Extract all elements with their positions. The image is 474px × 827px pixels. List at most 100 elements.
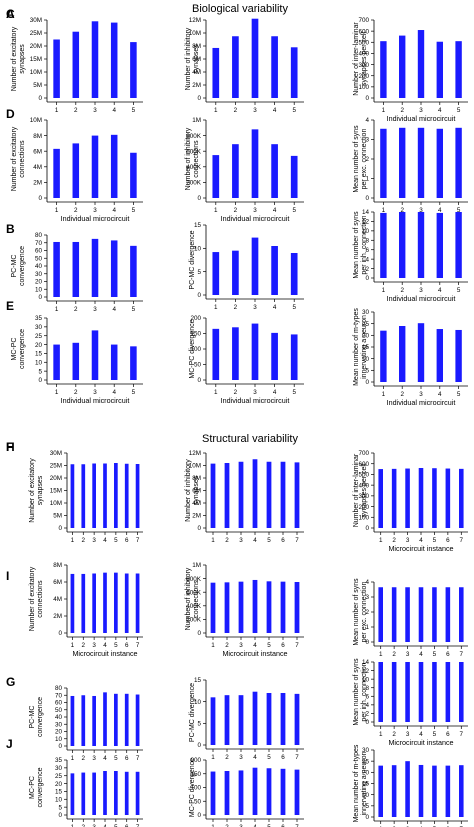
bar — [110, 22, 118, 99]
y-tick-label: 600 — [358, 28, 369, 35]
x-tick-label: 4 — [253, 537, 257, 544]
y-tick-label: 0 — [365, 814, 369, 821]
bar — [92, 695, 96, 746]
bar — [212, 155, 220, 198]
y-tick-label: 0 — [197, 292, 201, 299]
x-tick-label: 2 — [400, 207, 404, 214]
y-tick-label: 5 — [38, 368, 42, 375]
bar — [92, 772, 96, 815]
y-tick-label: 800K — [186, 133, 202, 140]
y-tick-label: 35 — [55, 757, 63, 764]
y-tick-label: 20M — [50, 475, 62, 482]
y-axis-label: PC-MC — [29, 706, 36, 729]
x-tick-label: 1 — [55, 389, 59, 396]
bar — [459, 765, 464, 817]
y-axis-label: innervating a neuron — [361, 315, 368, 379]
x-tick-label: 4 — [112, 306, 116, 313]
bar — [399, 212, 406, 278]
y-axis-label: PC-MC — [11, 255, 18, 278]
y-tick-label: 200 — [358, 504, 369, 511]
x-tick-label: 7 — [460, 731, 464, 738]
y-tick-label: 70 — [55, 692, 63, 699]
y-axis-label: Mean number of syns — [353, 211, 360, 279]
y-tick-label: 0 — [197, 812, 201, 819]
y-axis-label: Number of inhibitory — [185, 127, 192, 190]
x-tick-label: 2 — [82, 755, 86, 762]
x-tick-label: 5 — [132, 389, 136, 396]
y-tick-label: 4M — [192, 69, 201, 76]
bar — [417, 127, 425, 198]
y-axis-label: Mean number of syns — [353, 125, 360, 193]
y-tick-label: 200 — [190, 315, 201, 322]
y-tick-label: 25 — [362, 321, 370, 328]
bar — [417, 212, 425, 278]
bar — [135, 771, 140, 815]
x-tick-label: 1 — [379, 731, 383, 738]
x-tick-label: 2 — [225, 824, 229, 827]
bar — [232, 144, 239, 198]
y-tick-label: 25 — [362, 758, 370, 765]
x-tick-label: 5 — [267, 537, 271, 544]
y-tick-label: 10 — [55, 796, 63, 803]
chart-A1: A 0 5M 10M 15M 20M 25M 30M 1 2 3 4 5 Number of excita… — [6, 7, 143, 114]
x-tick-label: 2 — [225, 642, 229, 649]
bar — [280, 693, 286, 745]
bar — [91, 238, 99, 297]
chart-G2: 051015202530351234567Microcircuit instan… — [29, 757, 143, 827]
bar — [290, 334, 298, 380]
y-axis-label: synapses — [193, 475, 200, 505]
x-tick-label: 2 — [225, 537, 229, 544]
x-tick-label: 2 — [234, 389, 238, 396]
bar — [378, 765, 383, 817]
y-tick-label: 0 — [197, 525, 201, 532]
bar — [455, 212, 462, 278]
y-tick-label: 25M — [30, 30, 42, 37]
x-tick-label: 6 — [281, 642, 285, 649]
bar — [436, 41, 443, 98]
x-tick-label: 3 — [253, 304, 257, 311]
x-tick-label: 1 — [211, 754, 215, 761]
x-tick-label: 4 — [103, 537, 107, 544]
x-tick-label: 7 — [136, 642, 140, 649]
y-tick-label: 700 — [358, 17, 369, 24]
x-tick-label: 1 — [382, 287, 386, 294]
y-tick-label: 100 — [358, 514, 369, 521]
bar — [135, 464, 140, 528]
x-tick-label: 6 — [125, 824, 129, 827]
bar — [436, 128, 443, 198]
y-tick-label: 8M — [192, 475, 201, 482]
x-tick-label: 1 — [55, 306, 59, 313]
x-tick-label: 1 — [71, 824, 75, 827]
bar — [251, 237, 259, 295]
x-tick-label: 3 — [406, 651, 410, 658]
bar — [266, 461, 272, 528]
y-tick-label: 800K — [186, 576, 202, 583]
bar — [114, 572, 118, 633]
y-axis-label: synapses — [37, 475, 44, 505]
x-tick-label: 3 — [239, 824, 243, 827]
y-tick-label: 10 — [194, 246, 202, 253]
y-tick-label: 400K — [186, 164, 202, 171]
x-tick-label: 3 — [93, 306, 97, 313]
x-tick-label: 5 — [132, 207, 136, 214]
x-tick-label: 4 — [253, 754, 257, 761]
x-tick-label: 5 — [267, 754, 271, 761]
bar — [130, 346, 137, 380]
x-tick-label: 2 — [400, 107, 404, 114]
x-tick-label: 4 — [438, 391, 442, 398]
x-tick-label: 1 — [382, 107, 386, 114]
y-tick-label: 10M — [50, 500, 62, 507]
panel-letter-J: J — [6, 737, 13, 751]
y-axis-label: convergence — [37, 697, 44, 737]
y-tick-label: 4M — [33, 164, 42, 171]
y-tick-label: 10M — [189, 463, 201, 470]
bar — [391, 765, 397, 817]
y-tick-label: 0 — [38, 377, 42, 384]
y-axis-label: Number of inhibitory — [185, 567, 192, 630]
